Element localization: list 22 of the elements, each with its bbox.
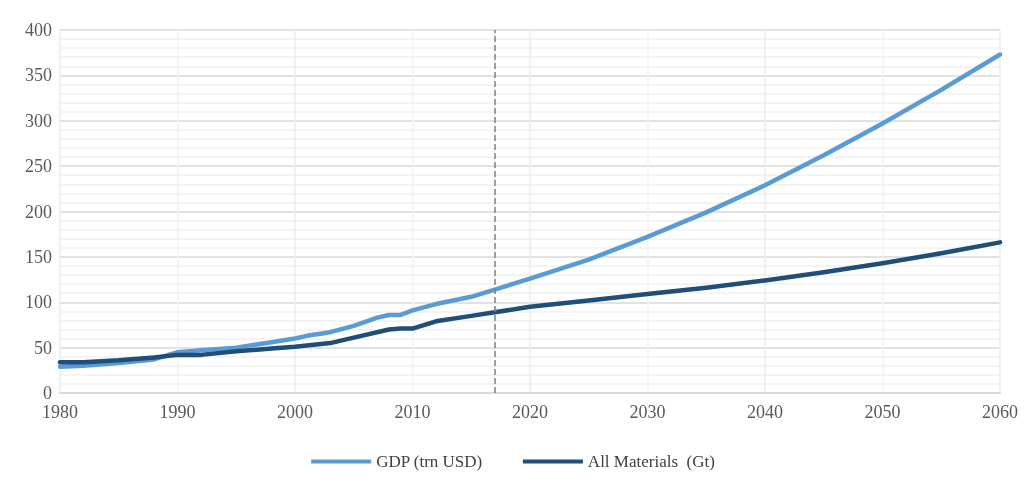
legend-label: GDP (trn USD) [376,452,483,471]
y-tick-label: 300 [25,110,52,131]
y-tick-label: 150 [25,246,52,267]
x-tick-label: 2060 [982,402,1018,422]
legend-label: All Materials (Gt) [587,452,715,471]
x-tick-label: 2020 [512,402,548,422]
line-series [57,52,1003,369]
y-tick-label: 100 [25,292,52,313]
line-series [57,240,1003,365]
x-tick-label: 2030 [629,402,666,422]
x-tick-label: 2040 [747,402,783,422]
x-tick-label: 2010 [394,402,431,422]
y-tick-label: 0 [43,383,52,403]
x-tick-label: 2050 [864,402,901,422]
x-tick-label: 2000 [277,402,313,422]
y-tick-label: 250 [25,156,52,177]
y-tick-label: 200 [25,201,52,222]
y-tick-label: 350 [25,65,52,86]
y-tick-label: 400 [25,20,52,40]
x-tick-label: 1980 [42,402,78,422]
x-tick-label: 1990 [159,402,196,422]
y-tick-label: 50 [34,337,52,358]
